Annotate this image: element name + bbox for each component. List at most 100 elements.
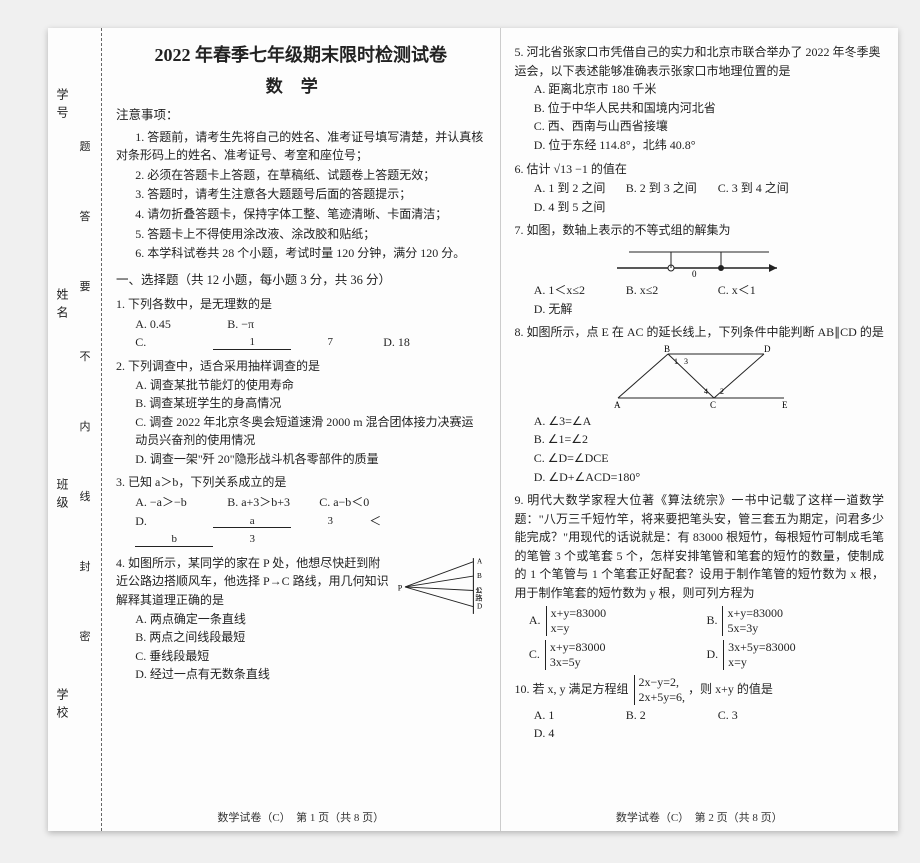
binding-box: 密 [78, 628, 92, 644]
q1-stem: 1. 下列各数中，是无理数的是 [116, 295, 486, 314]
notice-title: 注意事项： [116, 106, 486, 125]
binding-label-studentno: 学号 [54, 88, 71, 124]
notice-item: 6. 本学科试卷共 28 个小题，考试时量 120 分钟，满分 120 分。 [116, 244, 486, 263]
binding-label-school: 学校 [54, 688, 71, 724]
svg-text:E: E [782, 400, 788, 410]
q2-opt-d: D. 调查一架"歼 20"隐形战斗机各零部件的质量 [116, 450, 486, 469]
q8-stem: 8. 如图所示，点 E 在 AC 的延长线上，下列条件中能判断 AB∥CD 的是 [515, 323, 885, 342]
q7-opt-b: B. x≤2 [626, 281, 704, 300]
notice-block: 注意事项： 1. 答题前，请考生先将自己的姓名、准考证号填写清楚，并认真核对条形… [116, 106, 486, 263]
q8-figure: A B C D E 1 3 4 2 [604, 344, 794, 410]
q2-opt-c: C. 调查 2022 年北京冬奥会短道速滑 2000 m 混合团体接力决赛运动员… [116, 413, 486, 450]
binding-box: 封 [78, 558, 92, 574]
notice-item: 4. 请勿折叠答题卡，保持字体工整、笔迹清晰、卡面清洁； [116, 205, 486, 224]
q5-opt-a: A. 距离北京市 180 千米 [515, 80, 885, 99]
svg-text:D: D [477, 602, 482, 610]
exam-subject: 数学 [116, 74, 486, 100]
binding-label-class: 班级 [54, 478, 71, 514]
svg-text:B: B [664, 344, 670, 354]
question-5: 5. 河北省张家口市凭借自己的实力和北京市联合举办了 2022 年冬季奥运会，以… [515, 43, 885, 155]
question-4: P A B C D 公路 4. 如图所示，某同学的家在 P 处，他想尽快赶到附近… [116, 554, 486, 684]
q6-opt-b: B. 2 到 3 之间 [626, 179, 704, 198]
binding-label-name: 姓名 [54, 288, 71, 324]
page-2: 5. 河北省张家口市凭借自己的实力和北京市联合举办了 2022 年冬季奥运会，以… [501, 28, 899, 831]
binding-box: 内 [78, 418, 92, 434]
binding-box: 题 [78, 138, 92, 154]
q9-opt-c: C. x+y=830003x=5y [529, 640, 707, 670]
q3-opt-a: A. −a＞−b [135, 493, 213, 512]
q5-stem: 5. 河北省张家口市凭借自己的实力和北京市联合举办了 2022 年冬季奥运会，以… [515, 43, 885, 80]
q9-opt-d: D. 3x+5y=83000x=y [706, 640, 884, 670]
q5-opt-c: C. 西、西南与山西省接壤 [515, 117, 885, 136]
q3-opt-b: B. a+3＞b+3 [227, 493, 305, 512]
q1-opt-b: B. −π [227, 315, 305, 334]
notice-item: 3. 答题时，请考生注意各大题题号后面的答题提示； [116, 185, 486, 204]
q3-opt-d: D. a3＜b3 [135, 512, 485, 549]
notice-item: 1. 答题前，请考生先将自己的姓名、准考证号填写清楚，并认真核对条形码上的姓名、… [116, 128, 486, 165]
question-10: 10. 若 x, y 满足方程组 2x−y=2,2x+5y=6, ，则 x+y … [515, 675, 885, 743]
q10-opt-a: A. 1 [534, 706, 612, 725]
q5-opt-d: D. 位于东经 114.8°，北纬 40.8° [515, 136, 885, 155]
notice-item: 5. 答题卡上不得使用涂改液、涂改胶和贴纸； [116, 225, 486, 244]
svg-text:B: B [477, 572, 482, 580]
q9-stem: 9. 明代大数学家程大位著《算法统宗》一书中记载了这样一道数学题："八万三千短竹… [515, 491, 885, 603]
q2-opt-a: A. 调查某批节能灯的使用寿命 [116, 376, 486, 395]
q4-opt-c: C. 垂线段最短 [116, 647, 486, 666]
page-1: 2022 年春季七年级期末限时检测试卷 数学 注意事项： 1. 答题前，请考生先… [102, 28, 501, 831]
q6-opt-a: A. 1 到 2 之间 [534, 179, 612, 198]
question-6: 6. 估计 √13 −1 的值在 A. 1 到 2 之间 B. 2 到 3 之间… [515, 160, 885, 217]
q10-stem: 10. 若 x, y 满足方程组 2x−y=2,2x+5y=6, ，则 x+y … [515, 675, 885, 705]
svg-text:1: 1 [674, 357, 678, 366]
question-8: 8. 如图所示，点 E 在 AC 的延长线上，下列条件中能判断 AB∥CD 的是… [515, 323, 885, 486]
q1-opt-c: C. 17 [135, 333, 369, 352]
svg-text:2: 2 [720, 387, 724, 396]
q7-opt-c: C. x＜1 [718, 281, 796, 300]
notice-item: 2. 必须在答题卡上答题，在草稿纸、试题卷上答题无效； [116, 166, 486, 185]
q4-opt-d: D. 经过一点有无数条直线 [116, 665, 486, 684]
binding-margin: 学号 姓名 班级 学校 题 答 要 不 内 线 封 密 [48, 28, 102, 831]
svg-text:C: C [710, 400, 716, 410]
q2-opt-b: B. 调查某班学生的身高情况 [116, 394, 486, 413]
exam-sheet: 学号 姓名 班级 学校 题 答 要 不 内 线 封 密 2022 年春季七年级期… [48, 28, 898, 831]
q8-opt-a: A. ∠3=∠A [534, 412, 704, 431]
q8-opt-c: C. ∠D=∠DCE [534, 449, 704, 468]
q2-stem: 2. 下列调查中，适合采用抽样调查的是 [116, 357, 486, 376]
svg-text:P: P [397, 583, 402, 592]
question-3: 3. 已知 a＞b，下列关系成立的是 A. −a＞−b B. a+3＞b+3 C… [116, 473, 486, 548]
svg-text:D: D [764, 344, 771, 354]
question-9: 9. 明代大数学家程大位著《算法统宗》一书中记载了这样一道数学题："八万三千短竹… [515, 491, 885, 670]
q7-number-line: 0 [609, 244, 789, 278]
q3-stem: 3. 已知 a＞b，下列关系成立的是 [116, 473, 486, 492]
q6-stem: 6. 估计 √13 −1 的值在 [515, 160, 885, 179]
q10-opt-d: D. 4 [534, 724, 612, 743]
page-2-footer: 数学试卷（C） 第 2 页（共 8 页） [501, 810, 899, 827]
section-1-heading: 一、选择题（共 12 小题，每小题 3 分，共 36 分） [116, 271, 486, 290]
q7-opt-a: A. 1＜x≤2 [534, 281, 612, 300]
q6-opt-c: C. 3 到 4 之间 [718, 179, 796, 198]
q5-opt-b: B. 位于中华人民共和国境内河北省 [515, 99, 885, 118]
q1-opt-d: D. 18 [383, 333, 461, 352]
svg-text:A: A [614, 400, 621, 410]
svg-text:A: A [477, 557, 483, 565]
svg-text:公路: 公路 [474, 587, 482, 603]
q4-opt-b: B. 两点之间线段最短 [116, 628, 486, 647]
q3-opt-c: C. a−b＜0 [319, 493, 397, 512]
question-1: 1. 下列各数中，是无理数的是 A. 0.45 B. −π C. 17 D. 1… [116, 295, 486, 352]
binding-box: 要 [78, 278, 92, 294]
q8-opt-d: D. ∠D+∠ACD=180° [534, 468, 704, 487]
q9-opt-a: A. x+y=83000x=y [529, 606, 707, 636]
binding-box: 线 [78, 488, 92, 504]
q7-opt-d: D. 无解 [534, 300, 612, 319]
exam-title: 2022 年春季七年级期末限时检测试卷 [116, 42, 486, 70]
svg-text:0: 0 [692, 269, 697, 278]
svg-text:4: 4 [704, 387, 708, 396]
svg-text:3: 3 [684, 357, 688, 366]
question-2: 2. 下列调查中，适合采用抽样调查的是 A. 调查某批节能灯的使用寿命 B. 调… [116, 357, 486, 469]
q6-opt-d: D. 4 到 5 之间 [534, 198, 612, 217]
q1-opt-a: A. 0.45 [135, 315, 213, 334]
page-1-footer: 数学试卷（C） 第 1 页（共 8 页） [102, 810, 500, 827]
q9-opt-b: B. x+y=830005x=3y [706, 606, 884, 636]
q10-opt-b: B. 2 [626, 706, 704, 725]
question-7: 7. 如图，数轴上表示的不等式组的解集为 0 A. 1＜x≤2 B. x≤2 C… [515, 221, 885, 318]
q8-opt-b: B. ∠1=∠2 [534, 430, 704, 449]
